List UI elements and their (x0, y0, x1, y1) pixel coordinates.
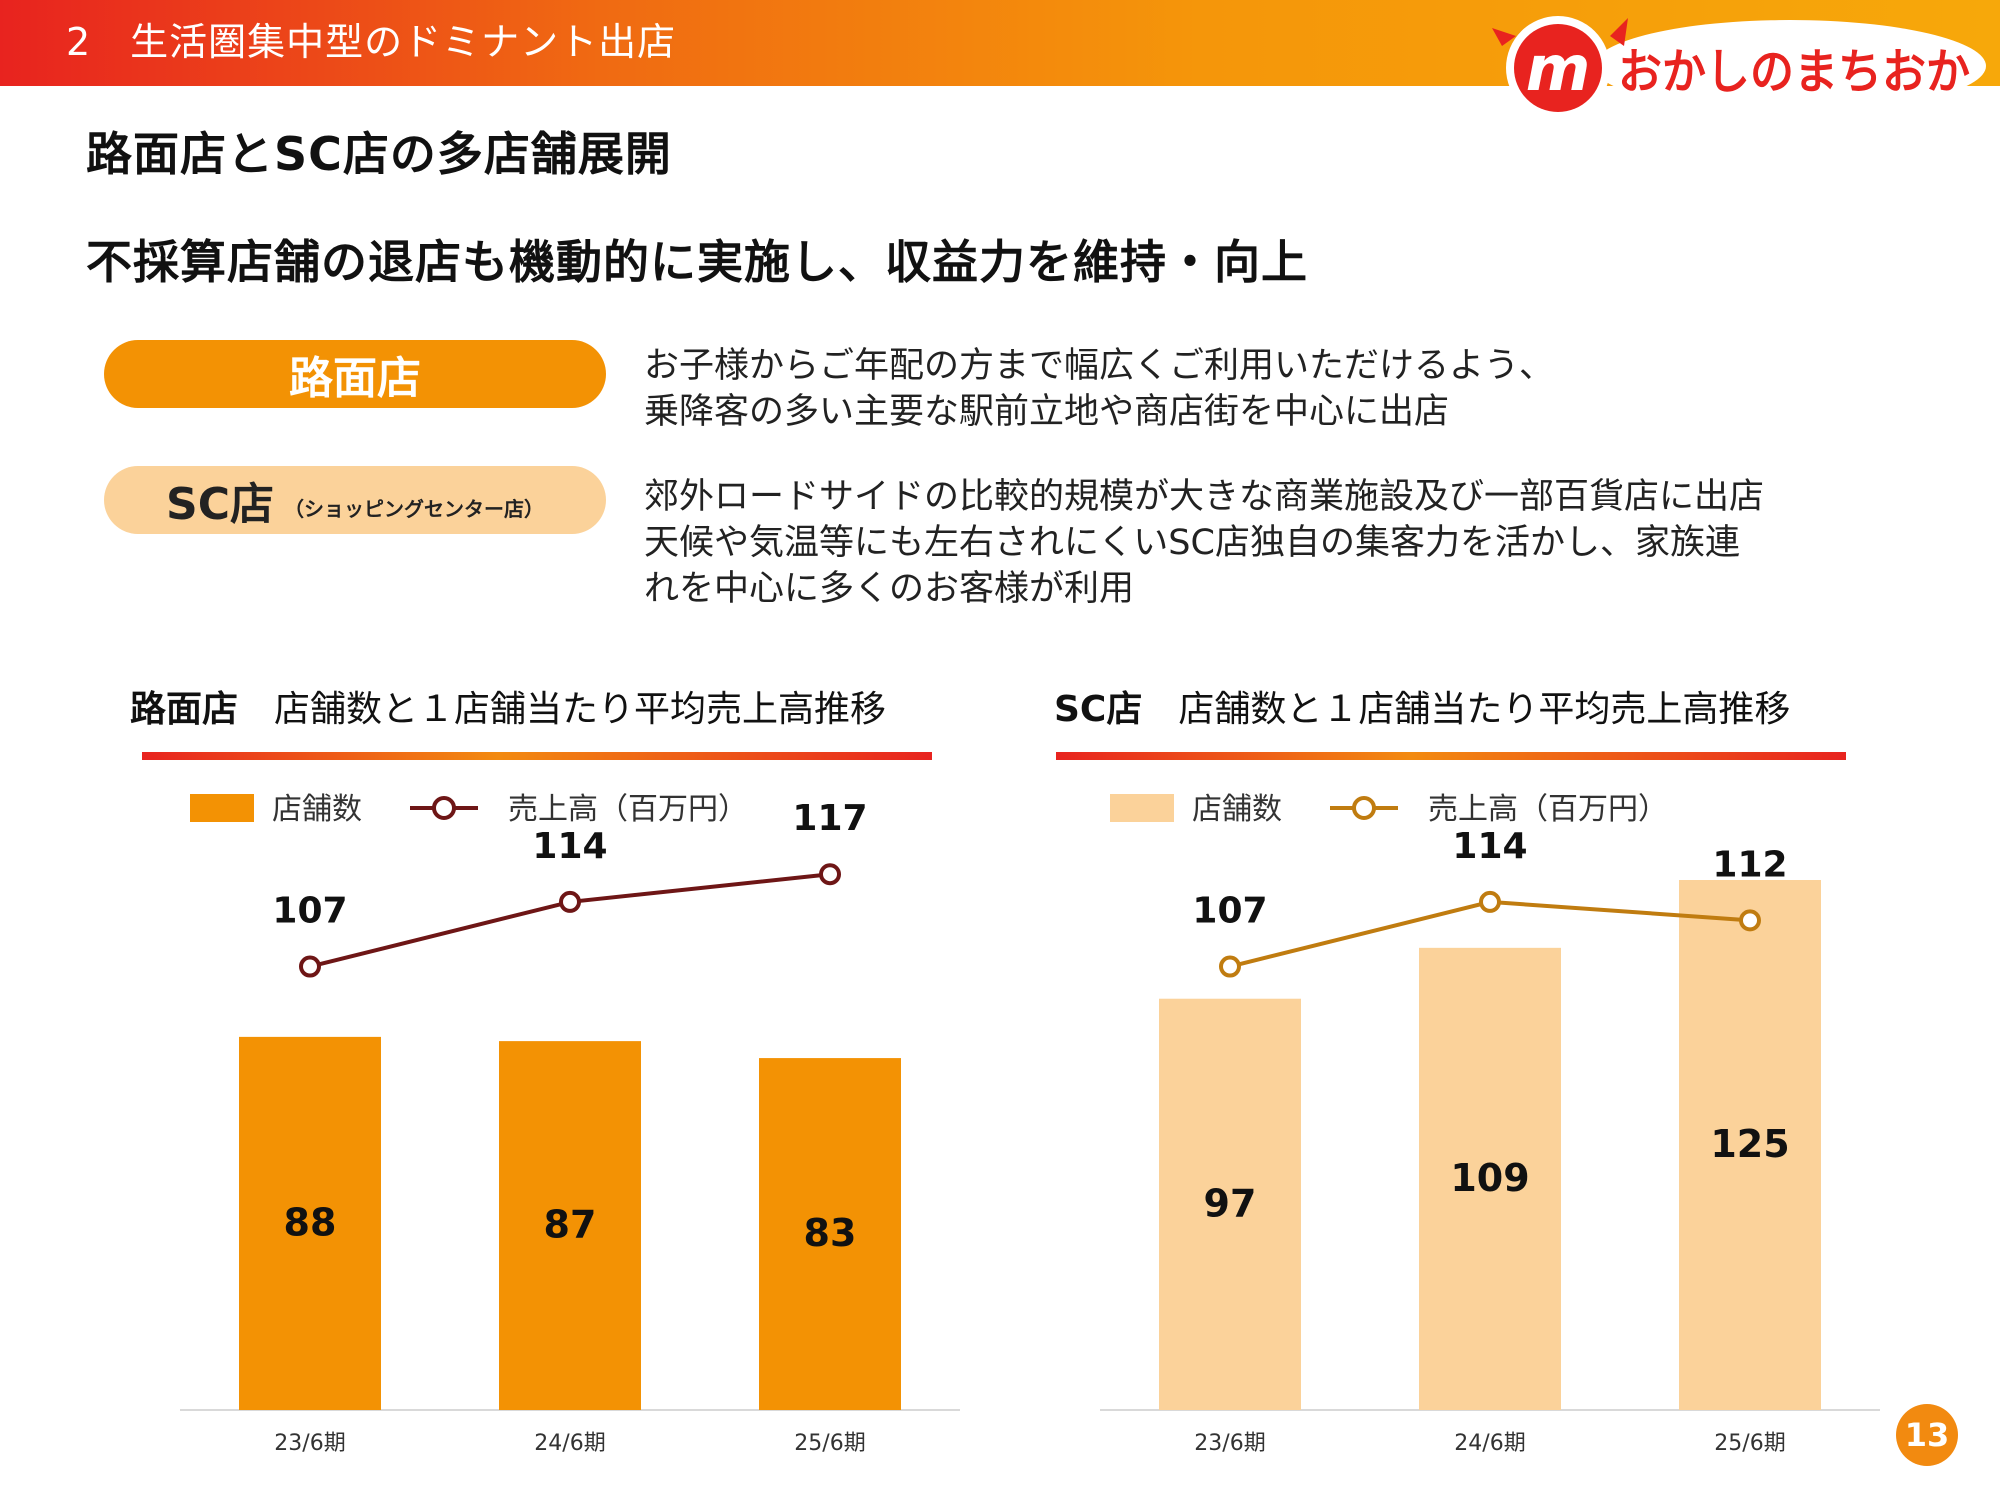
road-store-pill: 路面店 (104, 340, 606, 408)
x-tick-label: 23/6期 (1194, 1431, 1265, 1456)
page-number-badge: 13 (1896, 1404, 1958, 1466)
sales-point-23/6期 (299, 955, 321, 978)
sales-point-24/6期 (559, 890, 581, 913)
sales-point-25/6期 (1739, 909, 1761, 932)
section-title: 2 生活圏集中型のドミナント出店 (66, 20, 677, 64)
x-tick-label: 23/6期 (274, 1431, 345, 1456)
road-chart-title: 路面店 店舗数と１店舗当たり平均売上高推移 (130, 680, 886, 732)
sales-value-label: 107 (272, 891, 347, 932)
sales-value-label: 114 (532, 826, 607, 867)
sales-point-23/6期 (1219, 955, 1241, 978)
road-desc-line-2: 乗降客の多い主要な駅前立地や商店街を中心に出店 (644, 392, 1450, 432)
sales-value-label: 114 (1452, 826, 1527, 867)
sales-point-24/6期 (1479, 890, 1501, 913)
candy-wrapper-right-icon (1610, 18, 1628, 46)
legend-bar-label: 店舗数 (1192, 792, 1282, 827)
sc-chart-title-strong: SC店 (1054, 689, 1143, 730)
bar-value-label: 88 (284, 1200, 337, 1244)
bar-value-label: 109 (1450, 1156, 1529, 1200)
legend-bar-swatch (1110, 794, 1174, 822)
legend-line-label: 売上高（百万円） (1428, 792, 1668, 827)
bar-value-label: 83 (804, 1211, 857, 1255)
sc-desc-line-3: れを中心に多くのお客様が利用 (644, 569, 1135, 609)
sales-line (309, 872, 831, 969)
bar-value-label: 125 (1710, 1122, 1789, 1166)
bar-23/6期 (239, 1036, 381, 1410)
bar-value-label: 97 (1204, 1181, 1257, 1225)
road-desc-line-1: お子様からご年配の方まで幅広くご利用いただけるよう、 (644, 346, 1555, 386)
sc-chart-title-text: 店舗数と１店舗当たり平均売上高推移 (1178, 689, 1791, 730)
sales-value-label: 107 (1192, 891, 1267, 932)
legend-bar-swatch (190, 794, 254, 822)
legend-bar-label: 店舗数 (272, 792, 362, 827)
legend-line-marker (1352, 796, 1376, 820)
sc-desc-line-2: 天候や気温等にも左右されにくいSC店独自の集客力を活かし、家族連 (644, 523, 1740, 563)
road-chart-title-rule (142, 752, 932, 760)
candy-wrapper-left-icon (1492, 28, 1516, 46)
sc-store-chart: 店舗数 売上高（百万円） 97 23/6期 109 24/6期 125 25/6期 107 114… (1100, 792, 1880, 1456)
logo-mark: m (1526, 32, 1591, 105)
road-store-chart: 店舗数 売上高（百万円） 88 23/6期 87 24/6期 83 25/6期 107 114 11… (180, 792, 960, 1456)
sales-point-25/6期 (819, 863, 841, 886)
road-store-label: 路面店 (289, 353, 421, 404)
headline-1: 路面店とSC店の多店舗展開 (86, 127, 672, 181)
sc-chart-title-rule (1056, 752, 1846, 760)
sc-desc-line-1: 郊外ロードサイドの比較的規模が大きな商業施設及び一部百貨店に出店 (644, 477, 1765, 517)
sc-store-sublabel: （ショッピングセンター店） (283, 496, 544, 521)
legend-line-marker (432, 796, 456, 820)
bar-24/6期 (1419, 947, 1561, 1410)
sc-store-description: 郊外ロードサイドの比較的規模が大きな商業施設及び一部百貨店に出店 天候や気温等に… (644, 474, 1764, 612)
x-tick-label: 24/6期 (534, 1431, 605, 1456)
company-logo: m おかしのまちおか (1492, 16, 1986, 120)
logo-text: おかしのまちおか (1618, 44, 1970, 100)
bar-25/6期 (1679, 880, 1821, 1410)
sc-store-pill: SC店 （ショッピングセンター店） (104, 466, 606, 534)
sales-value-label: 112 (1712, 844, 1787, 885)
road-store-description: お子様からご年配の方まで幅広くご利用いただけるよう、 乗降客の多い主要な駅前立地… (644, 343, 1554, 435)
x-tick-label: 25/6期 (794, 1431, 865, 1456)
sales-value-label: 117 (792, 798, 867, 839)
bar-value-label: 87 (544, 1203, 597, 1247)
bar-24/6期 (499, 1041, 641, 1410)
bar-23/6期 (1159, 998, 1301, 1410)
road-chart-title-strong: 路面店 (130, 689, 239, 730)
sc-chart-title: SC店 店舗数と１店舗当たり平均売上高推移 (1054, 680, 1790, 732)
x-tick-label: 25/6期 (1714, 1431, 1785, 1456)
road-chart-title-text: 店舗数と１店舗当たり平均売上高推移 (274, 689, 887, 730)
legend-line-label: 売上高（百万円） (508, 792, 748, 827)
x-tick-label: 24/6期 (1454, 1431, 1525, 1456)
headline-2: 不採算店舗の退店も機動的に実施し、収益力を維持・向上 (86, 235, 1308, 289)
bar-25/6期 (759, 1058, 901, 1410)
sc-store-label: SC店 (166, 479, 274, 530)
